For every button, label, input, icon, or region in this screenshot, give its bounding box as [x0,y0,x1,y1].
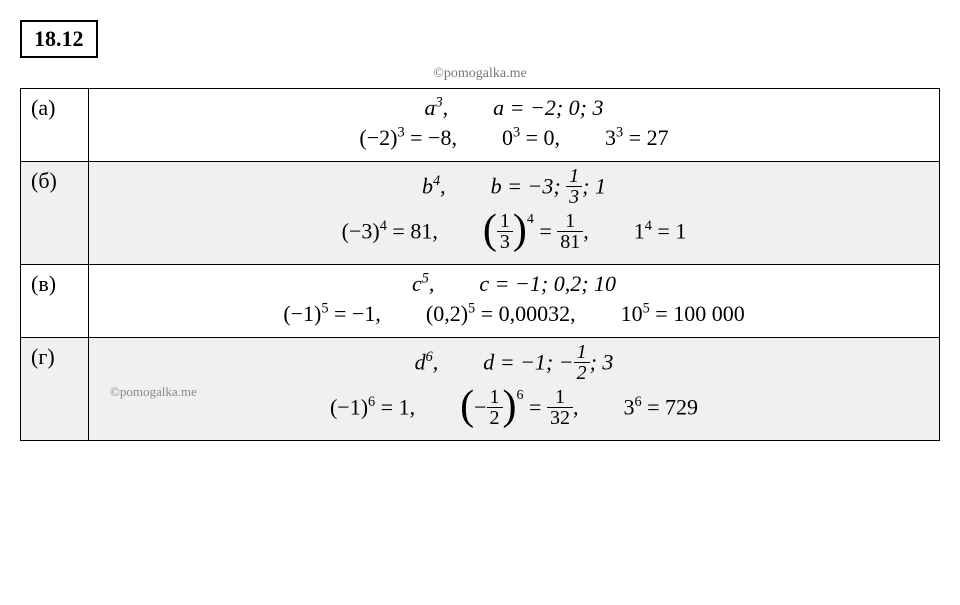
frac-num: 1 [487,387,503,407]
calc-base: 10 [621,301,643,326]
expr-pow: 5 [422,271,429,287]
watermark-top: ©pomogalka.me [20,66,940,82]
exercise-number: 18.12 [20,20,98,58]
calc-base: 1 [634,219,645,244]
var-values: b = −3; [491,174,567,199]
watermark-inline: ©pomogalka.me [110,384,197,400]
calc-base: 0 [502,125,513,150]
expr-var: a [425,95,436,120]
expr-var: c [412,271,422,296]
calc-res: 81 [410,219,432,244]
calc-base: 3 [623,395,634,420]
calc-pow: 6 [517,388,524,403]
frac-num: 1 [566,166,582,186]
var-values: a = −2; 0; 3 [493,95,603,120]
calc-pow: 3 [397,125,404,141]
row-label: (г) [21,338,89,441]
calc-pow: 5 [321,301,328,317]
calc-pow: 6 [634,394,641,410]
expr-var: d [415,350,426,375]
table-row: (б) b4, b = −3; 13; 1 (−3)4 = 81, (13)4 … [21,162,940,265]
frac-num: 1 [497,211,513,231]
frac-num: 1 [547,387,573,407]
var-values: c = −1; 0,2; 10 [479,271,616,296]
frac-num: 1 [574,342,590,362]
frac-den: 3 [566,186,582,207]
calc-pow: 4 [380,218,387,234]
calc-res: 1 [399,395,410,420]
frac-den: 2 [487,407,503,428]
row-content: a3, a = −2; 0; 3 (−2)3 = −8, 03 = 0, 33 … [89,89,940,162]
frac-den: 2 [574,362,590,383]
var-values: d = −1; − [483,350,573,375]
calc-res: 100 000 [673,301,745,326]
calc-res: 27 [647,125,669,150]
calc-pow: 3 [616,125,623,141]
calc-res: 1 [675,219,686,244]
row-label: (а) [21,89,89,162]
row-content: b4, b = −3; 13; 1 (−3)4 = 81, (13)4 = 18… [89,162,940,265]
calc-pow: 4 [645,218,652,234]
calc-base: 3 [605,125,616,150]
neg-sign: − [474,395,486,420]
var-values: ; 3 [590,350,614,375]
calc-base: (−1) [283,301,321,326]
calc-res: −8 [428,125,451,150]
expr-pow: 4 [433,173,440,189]
calc-base: (−1) [330,395,368,420]
frac-den: 32 [547,407,573,428]
row-label: (в) [21,265,89,338]
calc-pow: 5 [643,301,650,317]
calc-res: 0 [544,125,555,150]
row-content: d6, d = −1; −12; 3 (−1)6 = 1, (−12)6 = 1… [89,338,940,441]
row-content: c5, c = −1; 0,2; 10 (−1)5 = −1, (0,2)5 =… [89,265,940,338]
row-label: (б) [21,162,89,265]
calc-res: 0,00032 [499,301,571,326]
table-row: (а) a3, a = −2; 0; 3 (−2)3 = −8, 03 = 0,… [21,89,940,162]
expr-var: b [422,174,433,199]
calc-pow: 4 [527,212,534,227]
calc-base: (−3) [342,219,380,244]
frac-num: 1 [557,211,583,231]
calc-pow: 5 [468,301,475,317]
expr-pow: 3 [436,95,443,111]
var-values: ; 1 [582,174,606,199]
calc-base: (−2) [359,125,397,150]
calc-pow: 6 [368,394,375,410]
calc-base: (0,2) [426,301,468,326]
calc-res: −1 [352,301,375,326]
calc-res: 729 [665,395,698,420]
frac-den: 3 [497,231,513,252]
frac-den: 81 [557,231,583,252]
expr-pow: 6 [426,349,433,365]
table-row: (в) c5, c = −1; 0,2; 10 (−1)5 = −1, (0,2… [21,265,940,338]
calc-pow: 3 [513,125,520,141]
